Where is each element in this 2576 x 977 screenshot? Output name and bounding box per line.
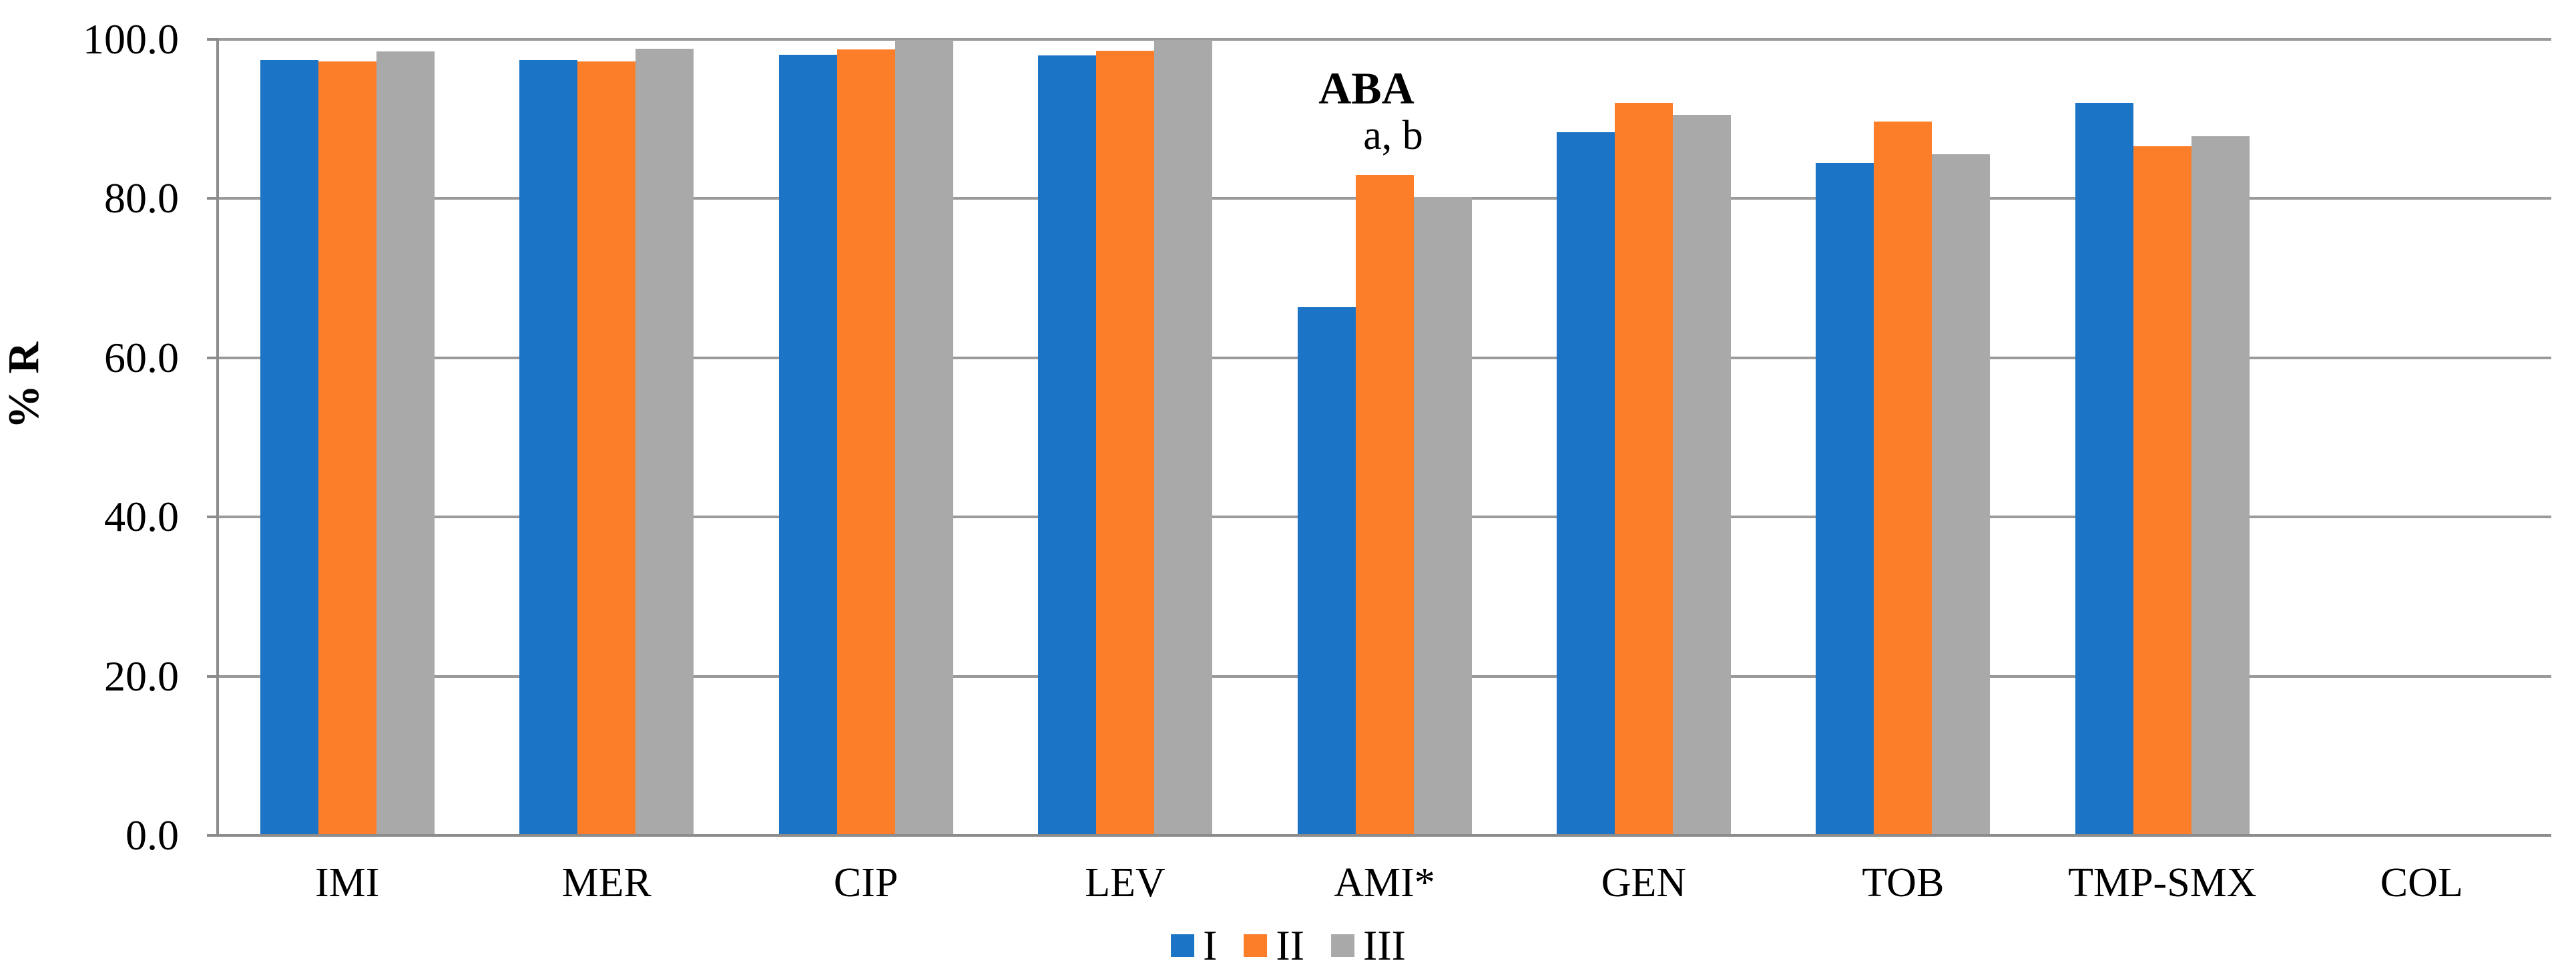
bar-II-AMI* [1355, 174, 1414, 837]
bar-III-MER [635, 49, 694, 837]
bar-II-LEV [1096, 50, 1155, 837]
y-axis-line [216, 38, 219, 837]
legend-swatch-II [1244, 934, 1268, 957]
y-tick-label: 100.0 [83, 15, 179, 63]
bar-I-CIP [778, 54, 837, 837]
y-tick-label: 40.0 [104, 493, 179, 541]
bar-II-IMI [318, 61, 376, 837]
bar-III-CIP [894, 40, 953, 837]
bar-I-TOB [1816, 162, 1874, 837]
y-axis-title: % R [0, 341, 48, 429]
gridline [218, 38, 2551, 41]
bar-I-LEV [1038, 55, 1097, 837]
y-tick-label: 0.0 [125, 811, 179, 859]
x-category-label: GEN [1601, 860, 1687, 906]
bar-III-TMP-SMX [2191, 136, 2250, 837]
x-category-label: CIP [833, 860, 898, 906]
bar-I-IMI [260, 59, 318, 837]
x-category-label: MER [561, 860, 652, 906]
x-category-label: COL [2380, 860, 2463, 906]
bar-III-GEN [1672, 115, 1731, 837]
bar-III-IMI [376, 51, 435, 837]
y-axis-tick [207, 197, 218, 200]
y-axis-tick [207, 674, 218, 678]
bar-I-GEN [1556, 132, 1615, 837]
x-category-label: LEV [1085, 860, 1166, 906]
bar-II-GEN [1614, 103, 1673, 837]
legend-item-II: II [1244, 924, 1304, 967]
y-axis-tick [207, 834, 218, 837]
y-tick-label: 80.0 [104, 174, 179, 222]
annotation-ab: a, b [1363, 113, 1423, 158]
x-category-label: IMI [315, 860, 380, 906]
x-category-label: AMI* [1334, 860, 1435, 906]
bar-I-TMP-SMX [2075, 103, 2133, 837]
bar-III-TOB [1932, 154, 1991, 837]
y-tick-label: 20.0 [104, 652, 179, 700]
y-tick-label: 60.0 [104, 333, 179, 381]
legend: I II III [1171, 924, 1406, 967]
bar-III-AMI* [1413, 197, 1472, 837]
x-axis-line [218, 834, 2551, 837]
legend-item-III: III [1331, 924, 1406, 967]
bar-II-TMP-SMX [2133, 146, 2192, 837]
bar-II-CIP [836, 49, 895, 837]
legend-swatch-III [1331, 934, 1354, 957]
bar-I-AMI* [1297, 307, 1356, 837]
legend-label-I: I [1203, 922, 1218, 969]
y-axis-tick [207, 38, 218, 41]
x-category-label: TOB [1862, 860, 1945, 906]
legend-item-I: I [1171, 924, 1217, 967]
x-category-label: TMP-SMX [2068, 860, 2257, 906]
bar-II-TOB [1874, 121, 1933, 837]
bar-I-MER [519, 59, 578, 837]
legend-label-II: II [1276, 922, 1304, 969]
legend-label-III: III [1363, 922, 1406, 969]
y-axis-tick [207, 516, 218, 519]
y-axis-tick [207, 356, 218, 359]
bar-II-MER [577, 61, 636, 837]
annotation-aba: ABA [1318, 63, 1414, 114]
bar-III-LEV [1154, 40, 1213, 837]
legend-swatch-I [1171, 934, 1195, 957]
